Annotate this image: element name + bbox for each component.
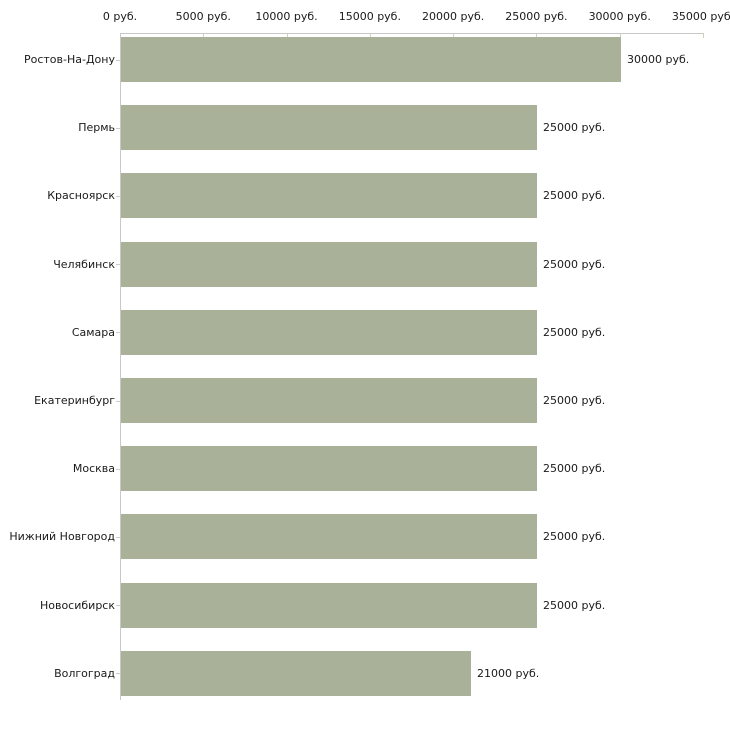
category-label: Нижний Новгород [9,530,115,544]
bar [121,446,537,492]
category-label: Волгоград [54,666,115,680]
bar [121,514,537,560]
x-axis-tick [286,33,288,38]
y-axis-tick [116,196,120,197]
y-axis-tick [116,537,120,538]
x-axis-tick-label: 5000 руб. [175,10,231,23]
value-label: 25000 руб. [543,189,606,203]
value-label: 30000 руб. [627,53,690,66]
y-axis-tick [116,401,120,402]
value-label: 21000 руб. [477,666,540,680]
bar [121,105,537,151]
x-axis-line [120,33,704,34]
bar [121,650,471,696]
value-label: 25000 руб. [543,462,606,476]
value-label: 25000 руб. [543,394,606,407]
category-label: Красноярск [47,189,115,203]
x-axis-tick [536,33,538,38]
value-label: 25000 руб. [543,598,606,612]
y-axis-tick [116,60,120,61]
category-label: Самара [71,325,115,339]
x-axis-tick-label: 35000 руб. [671,10,730,23]
x-axis-tick [453,33,455,38]
value-label: 25000 руб. [543,257,606,271]
x-axis-tick-label: 15000 руб. [338,10,401,23]
y-axis-tick [116,673,120,674]
y-axis-line [120,33,121,700]
y-axis-tick [116,128,120,129]
x-axis-tick [369,33,371,38]
y-axis-tick [116,605,120,606]
value-label: 25000 руб. [543,530,606,544]
category-label: Челябинск [53,257,115,271]
x-axis-tick-label: 0 руб. [102,10,138,23]
value-label: 25000 руб. [543,121,606,135]
bar [121,378,537,423]
x-axis-tick-label: 25000 руб. [505,10,568,23]
x-axis-tick-label: 10000 руб. [255,10,318,23]
bar [121,173,537,219]
x-axis-tick [203,33,205,38]
bar [121,309,537,355]
x-axis-tick-label: 30000 руб. [588,10,651,23]
category-label: Екатеринбург [34,394,115,407]
category-label: Пермь [78,121,115,135]
bar [121,37,621,82]
y-axis-tick [116,332,120,333]
bar [121,582,537,628]
x-axis-tick [703,33,704,38]
value-label: 25000 руб. [543,325,606,339]
y-axis-tick [116,264,120,265]
x-axis-tick-label: 20000 руб. [422,10,485,23]
bar [121,241,537,287]
category-label: Ростов-На-Дону [23,53,115,66]
y-axis-tick [116,469,120,470]
category-label: Новосибирск [39,598,115,612]
category-label: Москва [72,462,115,476]
x-axis-tick [619,33,621,38]
